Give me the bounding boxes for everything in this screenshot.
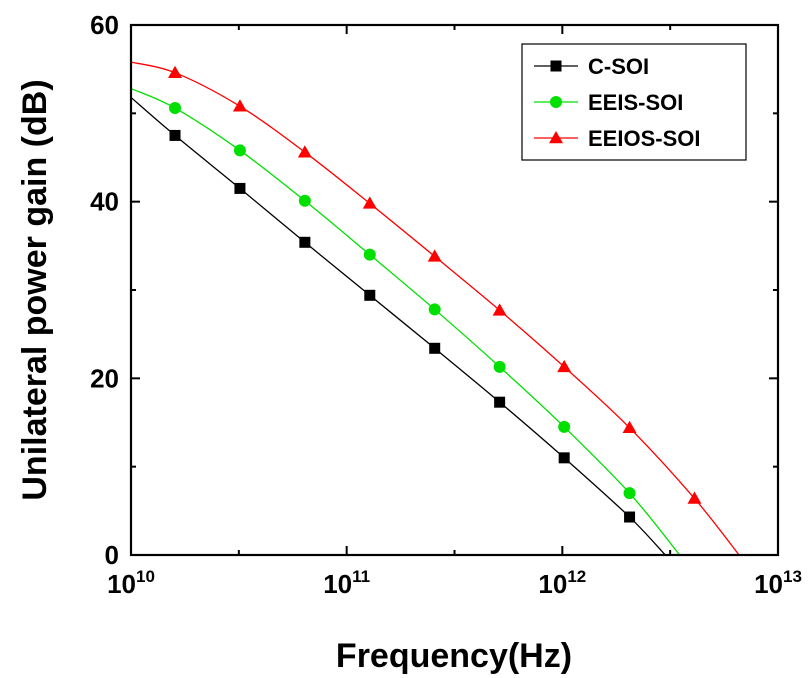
- data-point-c-soi: [364, 289, 376, 301]
- data-point-c-soi: [234, 182, 246, 194]
- y-tick-label: 0: [105, 540, 119, 570]
- data-point-eeios-soi: [362, 196, 377, 209]
- data-point-eeis-soi: [298, 194, 311, 207]
- legend-label: EEIOS-SOI: [588, 126, 700, 151]
- data-point-eeios-soi: [687, 491, 702, 504]
- y-tick-label: 20: [90, 363, 119, 393]
- data-point-eeis-soi: [363, 248, 376, 261]
- data-point-c-soi: [494, 396, 506, 408]
- data-point-eeis-soi: [428, 303, 441, 316]
- data-point-c-soi: [299, 236, 311, 248]
- series-line-eeis-soi: [131, 88, 681, 555]
- data-point-eeios-soi: [622, 420, 637, 434]
- data-point-c-soi: [558, 452, 570, 464]
- data-point-c-soi: [429, 342, 441, 354]
- data-point-eeios-soi: [297, 145, 312, 158]
- data-point-eeis-soi: [558, 420, 571, 433]
- legend-marker: [549, 131, 563, 144]
- legend-marker: [550, 96, 562, 108]
- axis-layer: 1010 1011 1012 1013 0 20 40 60: [90, 10, 802, 599]
- series-line-c-soi: [131, 96, 666, 555]
- data-point-eeis-soi: [623, 487, 636, 500]
- legend-label: EEIS-SOI: [588, 90, 683, 115]
- data-point-eeios-soi: [557, 359, 572, 373]
- data-point-c-soi: [169, 129, 181, 141]
- data-point-eeios-soi: [168, 65, 183, 78]
- legend: C-SOI EEIS-SOI EEIOS-SOI: [521, 43, 747, 161]
- data-point-eeios-soi: [232, 99, 247, 112]
- data-point-eeios-soi: [492, 303, 507, 316]
- y-tick-label: 60: [90, 10, 119, 40]
- x-tick-label: 1010: [107, 567, 155, 599]
- x-axis-title: Frequency(Hz): [336, 637, 572, 675]
- data-point-eeis-soi: [493, 360, 506, 373]
- legend-marker: [550, 60, 562, 72]
- y-tick-label: 40: [90, 187, 119, 217]
- data-point-eeis-soi: [169, 102, 182, 115]
- data-point-eeios-soi: [427, 249, 442, 262]
- y-axis-title: Unilateral power gain (dB): [16, 79, 54, 500]
- data-point-eeis-soi: [233, 144, 246, 157]
- marker-layer: [168, 65, 702, 523]
- legend-label: C-SOI: [588, 54, 649, 79]
- x-tick-label: 1013: [754, 567, 802, 599]
- x-tick-label: 1011: [323, 567, 370, 599]
- x-tick-label: 1012: [538, 567, 586, 599]
- data-point-c-soi: [624, 511, 636, 523]
